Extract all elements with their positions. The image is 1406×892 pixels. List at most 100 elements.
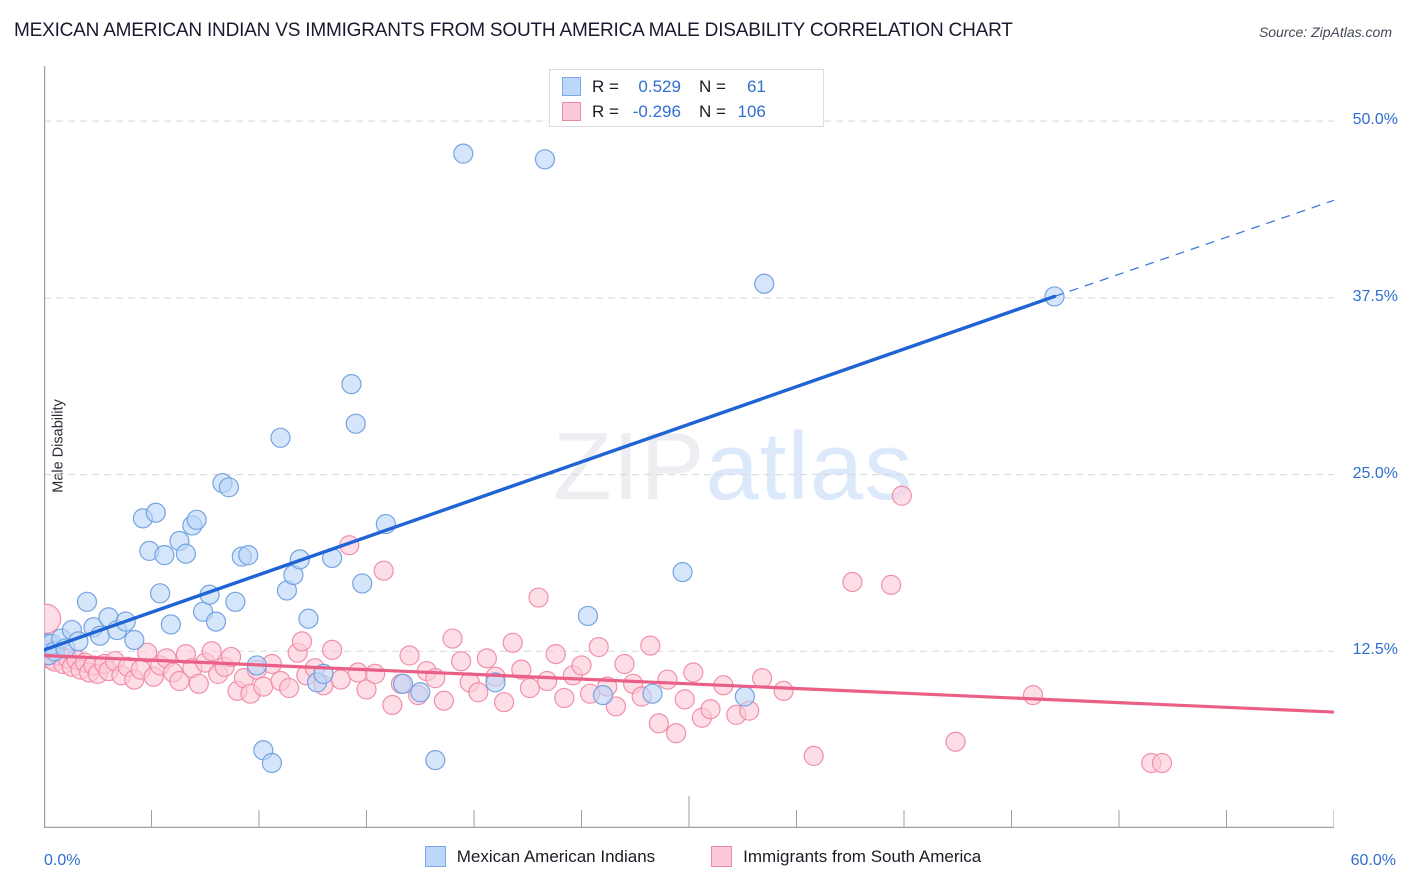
stat-n-label-pink: N = — [698, 101, 726, 121]
data-point — [218, 477, 239, 498]
data-point — [270, 427, 291, 448]
data-point — [186, 509, 207, 530]
data-point — [442, 628, 463, 649]
data-point — [754, 273, 775, 294]
data-point — [665, 723, 687, 744]
legend-label-pink: Immigrants from South America — [743, 846, 982, 866]
data-point — [160, 614, 181, 635]
data-point — [511, 659, 532, 680]
data-point — [640, 635, 661, 656]
data-point — [225, 591, 246, 612]
data-point — [124, 629, 145, 651]
data-point — [253, 676, 274, 697]
data-point — [188, 673, 209, 694]
stat-n-value-blue: 61 — [746, 76, 766, 96]
data-point — [734, 686, 756, 707]
data-point — [330, 669, 351, 690]
data-point — [433, 690, 454, 711]
data-point — [545, 644, 566, 665]
stat-r-label-pink: R = — [592, 101, 619, 121]
source-attribution: Source: ZipAtlas.com — [1258, 24, 1392, 40]
data-point — [399, 645, 420, 666]
legend-item-mexican-american-indians[interactable]: Mexican American Indians — [424, 846, 656, 867]
data-point — [201, 641, 222, 662]
data-point — [298, 608, 319, 629]
data-point — [238, 545, 259, 566]
y-tick-label: 37.5% — [1352, 287, 1398, 305]
data-point — [528, 587, 549, 608]
data-point — [571, 655, 592, 676]
stat-swatch-pink — [562, 102, 581, 121]
data-point — [261, 752, 282, 774]
data-point — [642, 683, 663, 704]
data-point — [220, 646, 242, 668]
data-point — [842, 571, 863, 593]
data-point — [534, 149, 556, 170]
data-point — [485, 672, 506, 693]
stat-r-label-blue: R = — [592, 76, 619, 96]
data-point — [751, 668, 773, 689]
data-point — [945, 731, 966, 752]
data-point — [373, 560, 394, 581]
data-point — [683, 662, 704, 683]
data-point — [425, 750, 446, 771]
trendline-blue — [44, 294, 1057, 652]
stat-swatch-blue — [562, 77, 581, 96]
correlation-stats-box: R = 0.529 N = 61 R = -0.296 N = 106 — [549, 69, 824, 127]
data-point — [614, 653, 635, 675]
page-title: MEXICAN AMERICAN INDIAN VS IMMIGRANTS FR… — [14, 20, 1013, 41]
data-point — [577, 605, 599, 627]
data-point — [365, 663, 386, 685]
stat-row-blue: R = 0.529 N = 61 — [562, 74, 813, 99]
stat-n-value-pink: 106 — [737, 101, 766, 121]
data-point — [674, 689, 695, 710]
data-point — [453, 143, 474, 164]
stat-row-pink: R = -0.296 N = 106 — [562, 99, 813, 124]
data-point — [322, 639, 343, 660]
data-point — [891, 485, 912, 506]
stat-r-value-pink: -0.296 — [632, 101, 681, 121]
data-point — [149, 583, 171, 604]
data-point — [605, 696, 627, 717]
data-point — [494, 692, 515, 713]
data-point — [1022, 685, 1044, 706]
data-point — [169, 670, 190, 692]
y-tick-label: 25.0% — [1352, 464, 1398, 482]
data-point — [341, 373, 362, 395]
x-tick-min: 0.0% — [44, 852, 81, 869]
y-tick-label: 12.5% — [1352, 641, 1398, 659]
stat-r-value-blue: 0.529 — [638, 76, 681, 96]
data-point — [291, 631, 313, 652]
y-tick-label: 50.0% — [1352, 111, 1398, 129]
series-legend: Mexican American Indians Immigrants from… — [0, 846, 1406, 867]
data-point — [588, 636, 609, 658]
data-point — [537, 670, 558, 692]
stat-n-label-blue: N = — [698, 76, 726, 96]
data-point — [700, 699, 721, 720]
legend-swatch-blue — [424, 846, 446, 867]
data-point — [356, 679, 377, 700]
data-point — [410, 682, 431, 703]
data-point — [451, 651, 472, 672]
data-point — [279, 677, 300, 699]
x-tick-max: 60.0% — [1350, 852, 1396, 869]
data-point — [392, 673, 414, 694]
data-point — [175, 543, 196, 564]
data-point — [352, 573, 373, 594]
data-point — [502, 632, 523, 653]
data-point — [519, 677, 540, 699]
trendline-blue-extrapolated — [1054, 199, 1334, 298]
data-point — [382, 694, 403, 716]
data-point — [44, 603, 62, 634]
data-point — [592, 685, 614, 706]
legend-item-immigrants-south-america[interactable]: Immigrants from South America — [711, 846, 981, 867]
data-point — [205, 611, 227, 632]
data-point — [672, 562, 693, 583]
data-point — [648, 713, 670, 734]
legend-swatch-pink — [711, 846, 733, 867]
data-point — [137, 642, 158, 663]
legend-label-blue: Mexican American Indians — [456, 846, 656, 866]
data-point — [773, 680, 794, 701]
data-point — [347, 662, 368, 683]
data-point — [657, 669, 678, 690]
